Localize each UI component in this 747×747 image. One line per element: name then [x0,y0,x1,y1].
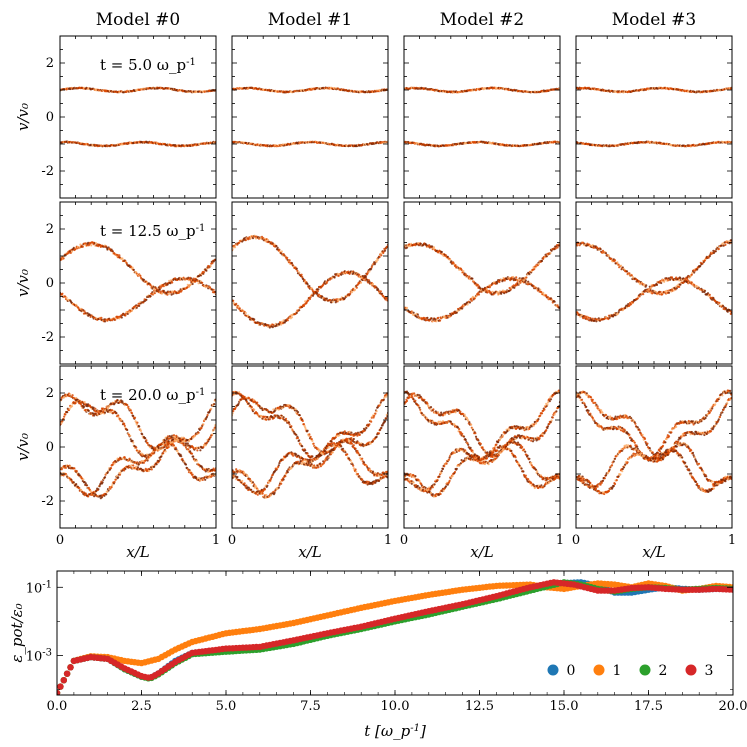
panel-r1-c0: 2 0 -2 v/v₀ t = 12.5 ω_p-1 [14,201,217,365]
time-label-2: t = 20.0 ω_p-1 [100,386,205,404]
y-tick-label: 10-3 [26,647,52,665]
column-title-1: Model #1 [268,10,353,30]
y-tick-label: -2 [41,330,54,345]
panel-r1-c2 [403,201,561,365]
panel-frame [403,201,561,365]
phase-space-particles [404,86,560,148]
y-axis-label: v/v₀ [14,433,32,461]
x-tick-label: 2.5 [131,699,152,714]
panel-r1-c1 [231,201,389,365]
y-tick-label: -2 [41,164,54,179]
legend-marker [639,664,651,676]
panel-r0-c3 [575,35,733,199]
legend-label-1: 1 [613,663,622,679]
phase-space-particles [232,234,388,329]
phase-space-particles [232,390,388,499]
x-tick-label: 0 [56,533,64,548]
data-point [63,670,71,677]
legend: 0 1 2 3 [547,663,714,679]
panel-frame [231,201,389,365]
panel-r1-c3 [575,201,733,365]
panel-r2-c1: 0 1 x/L [228,365,392,561]
column-title-0: Model #0 [96,10,181,30]
legend-marker [593,664,605,676]
x-tick-label: 12.5 [465,699,494,714]
y-axis-label: v/v₀ [14,103,32,131]
panel-frame [231,35,389,199]
legend-label-2: 2 [659,663,668,679]
y-tick-label: 0 [46,110,54,125]
panel-frame [231,365,389,529]
legend-label-3: 3 [705,663,714,679]
phase-space-particles [576,239,732,323]
x-tick-label: 0 [400,533,408,548]
x-tick-label: 10.0 [381,699,410,714]
x-axis-label: x/L [298,543,322,561]
phase-space-particles [60,392,216,500]
energy-plot: 0.0 2.5 5.0 7.5 10.0 12.5 15.0 17.5 20.0 10-3 10-1… [8,570,747,740]
panel-r0-c0: 2 0 -2 v/v₀ t = 5.0 ω_p-1 [14,35,217,199]
data-point [60,677,67,684]
panel-frame [403,35,561,199]
data-point [57,683,64,690]
y-tick-label: 2 [46,222,54,237]
x-tick-label: 1 [556,533,564,548]
x-tick-label: 5.0 [216,699,237,714]
x-tick-label: 0 [572,533,580,548]
y-tick-label: 0 [46,440,54,455]
y-tick-label: -2 [41,494,54,509]
phase-space-particles [576,389,732,496]
series-3 [57,579,733,695]
x-tick-label: 1 [728,533,736,548]
time-label-1: t = 12.5 ω_p-1 [100,222,205,240]
legend-marker [547,664,559,676]
panel-frame [575,365,733,529]
y-axis-label: ε_pot/ε₀ [8,603,26,662]
x-axis-label: x/L [470,543,494,561]
panel-r0-c2 [403,35,561,199]
series-2 [57,579,733,695]
data-point [67,664,74,671]
panel-r2-c3: 0 1 x/L [572,365,736,561]
x-tick-label: 17.5 [634,699,663,714]
y-tick-label: 10-1 [26,579,52,597]
phase-space-particles [404,389,560,498]
y-axis-label: v/v₀ [14,269,32,297]
x-tick-label: 7.5 [300,699,321,714]
x-tick-label: 15.0 [550,699,579,714]
data-point [729,586,733,593]
x-axis-label: x/L [126,543,150,561]
panel-r2-c0: 2 0 -2 v/v₀ t = 20.0 ω_p-1 0 1 x/L [14,365,220,561]
phase-space-grid: Model #0 Model #1 Model #2 Model #3 2 0 -2 v/v₀… [14,10,736,561]
x-tick-label: 0.0 [47,699,68,714]
y-tick-label: 2 [46,386,54,401]
x-tick-label: 20.0 [719,699,747,714]
y-tick-label: 0 [46,276,54,291]
phase-space-particles [60,241,216,323]
x-tick-label: 1 [212,533,220,548]
phase-space-particles [404,242,560,323]
x-tick-label: 0 [228,533,236,548]
legend-label-0: 0 [567,663,576,679]
panel-r0-c1 [231,35,389,199]
panel-frame [575,35,733,199]
phase-space-particles [232,86,388,148]
column-title-3: Model #3 [612,10,697,30]
phase-space-particles [60,86,216,148]
time-label-0: t = 5.0 ω_p-1 [100,56,196,74]
column-title-2: Model #2 [440,10,525,30]
y-tick-label: 2 [46,56,54,71]
data-point [57,689,61,695]
panel-frame [575,201,733,365]
legend-marker [685,664,697,676]
x-axis-label: x/L [642,543,666,561]
phase-space-particles [576,86,732,148]
x-axis-label: t [ω_p-1] [364,722,426,740]
panel-r2-c2: 0 1 x/L [400,365,564,561]
x-tick-label: 1 [384,533,392,548]
